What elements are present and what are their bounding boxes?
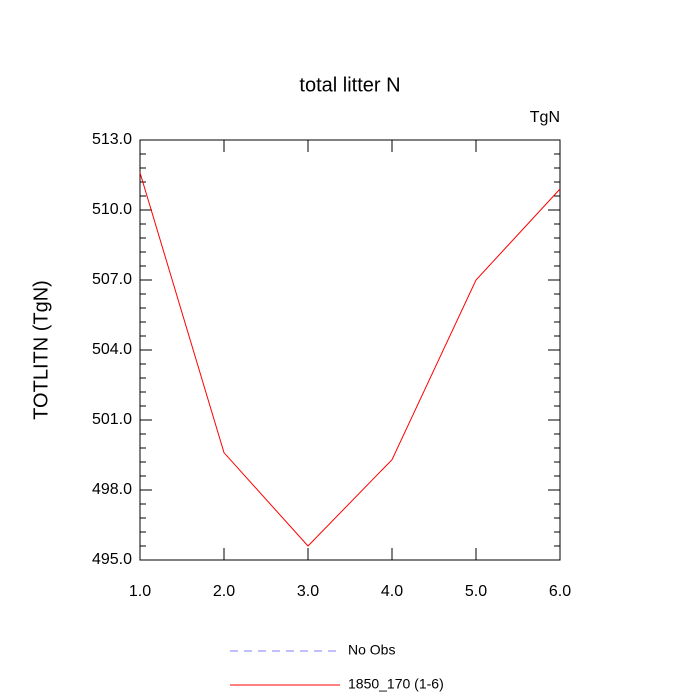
- y-tick-label: 513.0: [92, 131, 132, 148]
- legend-label: No Obs: [348, 642, 395, 658]
- x-tick-label: 2.0: [213, 583, 235, 600]
- y-tick-label: 495.0: [92, 551, 132, 568]
- y-tick-label: 510.0: [92, 201, 132, 218]
- chart-title: total litter N: [299, 74, 400, 96]
- legend-label: 1850_170 (1-6): [348, 676, 444, 692]
- y-tick-label: 498.0: [92, 481, 132, 498]
- unit-label: TgN: [530, 109, 560, 126]
- plot-frame: [139, 139, 561, 561]
- x-tick-label: 3.0: [297, 583, 319, 600]
- x-tick-label: 1.0: [129, 583, 151, 600]
- x-tick-label: 6.0: [549, 583, 571, 600]
- y-tick-label: 507.0: [92, 271, 132, 288]
- y-axis-label: TOTLITN (TgN): [30, 280, 52, 420]
- series-line: [139, 172, 561, 547]
- y-tick-label: 504.0: [92, 341, 132, 358]
- x-tick-label: 5.0: [465, 583, 487, 600]
- x-tick-label: 4.0: [381, 583, 403, 600]
- y-tick-label: 501.0: [92, 411, 132, 428]
